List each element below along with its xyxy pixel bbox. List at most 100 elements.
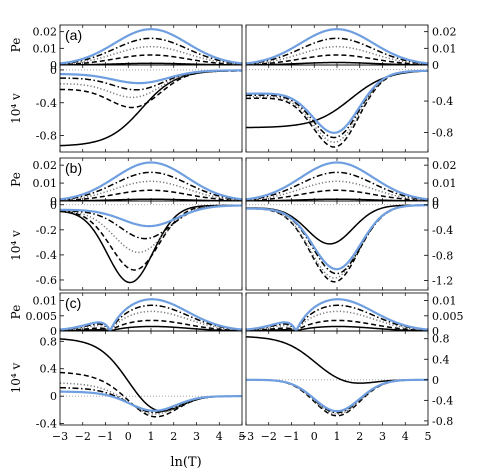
series-s2	[246, 54, 428, 65]
series-s5	[246, 298, 428, 331]
y-tick-label: 0.4	[40, 363, 58, 376]
y-tick-label: -0.4	[432, 224, 453, 237]
series-s4	[60, 37, 242, 65]
series-s2	[60, 54, 242, 65]
series-s3	[246, 70, 428, 144]
series-s5	[60, 298, 242, 331]
y-tick-label: 0	[50, 390, 57, 403]
y-tick-label: 0	[432, 374, 439, 387]
series-s5	[246, 378, 428, 413]
plot-frame	[59, 64, 243, 153]
series-s4	[60, 70, 242, 91]
x-tick-label: 2	[170, 430, 177, 443]
series-s1	[60, 204, 242, 284]
series-s3	[60, 180, 242, 201]
series-s4	[246, 37, 428, 65]
series-s4	[246, 304, 428, 331]
y-tick-label: -0.8	[432, 415, 453, 428]
series-s4	[60, 304, 242, 331]
x-tick-label: 3	[193, 430, 200, 443]
series-s1	[60, 338, 242, 412]
y-tick-label: -0.4	[432, 394, 453, 407]
y-tick-label: 0.02	[33, 26, 58, 39]
y-tick-label: 0.02	[33, 159, 58, 172]
series-s2	[60, 319, 242, 331]
y-axis-label: 10⁴ v	[9, 93, 23, 124]
series-s3	[60, 310, 242, 331]
series-s3	[60, 382, 242, 415]
series-s5	[246, 161, 428, 201]
panel-c-left-v: 0.8 0.4 0 -0.4 10⁴ v	[9, 330, 243, 431]
series-s2	[246, 204, 428, 283]
series-s5	[246, 204, 428, 271]
y-tick-label: -0.2	[36, 224, 57, 237]
panel-b-right-v: 0 -0.4 -0.8 -1.2	[245, 199, 453, 291]
panel-a-left-v: 0 -0.4 -0.8 10⁴ v	[9, 64, 243, 153]
y-tick-label: -0.4	[36, 249, 57, 262]
y-tick-label: 0	[432, 195, 439, 208]
y-axis-label: 10⁴ v	[9, 230, 23, 261]
y-tick-label: 0	[50, 64, 57, 77]
x-tick-label: −3	[52, 430, 68, 443]
x-tick-label: 3	[379, 430, 386, 443]
series-s2	[60, 204, 242, 271]
panel-label: (a)	[65, 27, 82, 43]
x-tick-label: 2	[356, 430, 363, 443]
x-tick-label: 5	[425, 430, 432, 443]
y-tick-label: -1.2	[432, 275, 453, 288]
x-tick-label: 4	[402, 430, 409, 443]
series-s5	[246, 28, 428, 65]
series-s5	[60, 28, 242, 65]
series-s4	[246, 204, 428, 275]
x-tick-label: 5	[239, 430, 246, 443]
y-axis-label: Pe	[9, 305, 23, 320]
y-tick-label: 0	[50, 59, 57, 72]
series-s4	[60, 171, 242, 201]
y-tick-label: 0	[50, 195, 57, 208]
y-tick-label: -0.4	[36, 97, 57, 110]
y-tick-label: -0.4	[432, 95, 453, 108]
series-s5	[246, 69, 428, 134]
y-axis-label: Pe	[9, 172, 23, 187]
y-tick-label: 0.8	[40, 335, 58, 348]
series-s4	[246, 379, 428, 414]
series-s5	[60, 390, 242, 412]
y-tick-label: 0.01	[33, 295, 58, 308]
series-s1	[60, 325, 242, 331]
y-tick-label: -0.4	[36, 418, 57, 431]
series-s2	[246, 189, 428, 201]
x-tick-label: −3	[238, 430, 254, 443]
x-tick-label: −2	[261, 430, 277, 443]
x-axis-label: ln(T)	[170, 455, 201, 470]
y-axis-label: Pe	[9, 38, 23, 53]
plot-frame	[245, 200, 429, 291]
series-s5	[60, 204, 242, 228]
y-tick-label: 0.005	[432, 310, 464, 323]
y-tick-label: -0.6	[36, 274, 57, 287]
panel-c-right-v: 0.8 0.4 0 -0.4 -0.8	[245, 330, 453, 428]
series-s3	[246, 180, 428, 201]
y-tick-label: 0	[432, 59, 439, 72]
x-tick-labels: −3 −2 −1 0 1 2 3 4 5−3 −2 −1 0 1 2 3 4 5	[52, 430, 432, 443]
x-tick-label: 0	[125, 430, 132, 443]
y-tick-label: 0.01	[432, 295, 457, 308]
series-s1	[246, 325, 428, 331]
panel-a-right-pe: 0 0.01 0.02	[245, 24, 457, 72]
series-s2	[60, 189, 242, 201]
x-tick-label: 4	[216, 430, 223, 443]
x-tick-label: −1	[283, 430, 299, 443]
series-s4	[246, 171, 428, 201]
y-tick-label: 0	[50, 325, 57, 338]
y-tick-label: -0.8	[432, 126, 453, 139]
series-s5	[60, 161, 242, 201]
y-tick-label: 0.02	[432, 26, 457, 39]
y-tick-label: 0.4	[432, 353, 450, 366]
panel-label: (b)	[65, 160, 82, 176]
y-tick-label: 0.01	[33, 42, 58, 55]
x-tick-label: −2	[75, 430, 91, 443]
y-tick-label: 0.8	[432, 333, 450, 346]
y-tick-label: -0.8	[432, 249, 453, 262]
panel-b-right-pe: 0 0.01 0.02	[245, 157, 457, 208]
panel-label: (c)	[65, 295, 81, 311]
